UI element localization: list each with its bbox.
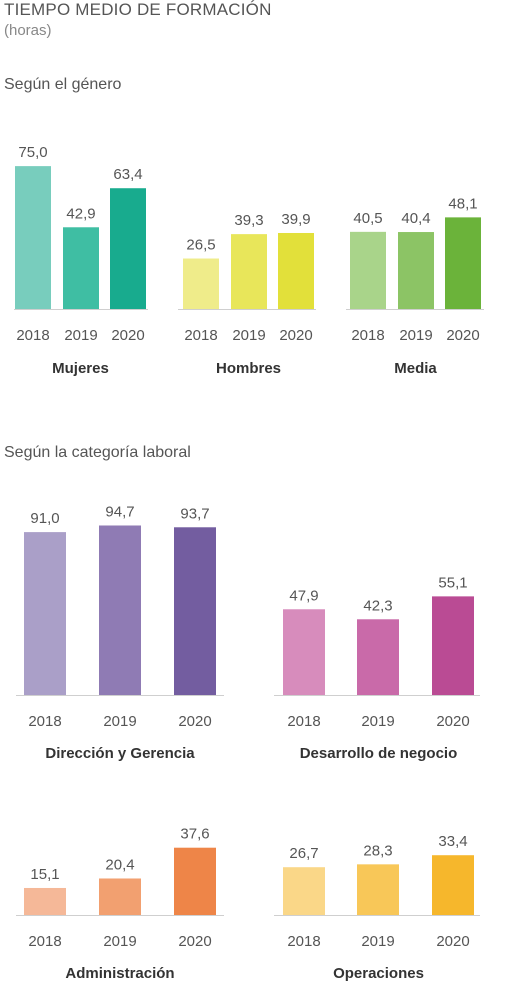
bar-operaciones-2020 (432, 855, 474, 915)
data-label-operaciones-2019: 28,3 (363, 842, 392, 859)
data-label-mujeres-2019: 42,9 (66, 205, 95, 222)
data-label-hombres-2018: 26,5 (186, 237, 215, 254)
group-label-hombres: Hombres (216, 360, 281, 377)
bar-mujeres-2019 (63, 227, 99, 309)
group-label-operaciones: Operaciones (333, 965, 424, 982)
data-label-desarrollo-de-negocio-2019: 42,3 (363, 597, 392, 614)
bar-mujeres-2018 (15, 166, 51, 309)
data-label-mujeres-2018: 75,0 (18, 144, 47, 161)
tick-label-operaciones-2019: 2019 (361, 933, 394, 950)
bar-media-2019 (398, 232, 434, 309)
chart-title: TIEMPO MEDIO DE FORMACIÓN (4, 0, 272, 19)
data-label-direccion-y-gerencia-2018: 91,0 (30, 510, 59, 527)
bar-direccion-y-gerencia-2020 (174, 527, 216, 695)
bar-mujeres-2020 (110, 188, 146, 309)
section-title-gender: Según el género (4, 76, 122, 93)
bar-media-2018 (350, 231, 386, 309)
bar-desarrollo-de-negocio-2019 (357, 619, 399, 695)
tick-label-hombres-2019: 2019 (232, 327, 265, 344)
tick-label-desarrollo-de-negocio-2018: 2018 (287, 713, 320, 730)
data-label-hombres-2020: 39,9 (281, 211, 310, 228)
bar-administracion-2020 (174, 847, 216, 915)
data-label-direccion-y-gerencia-2019: 94,7 (105, 503, 134, 520)
data-label-desarrollo-de-negocio-2018: 47,9 (289, 587, 318, 604)
data-label-media-2018: 40,5 (353, 210, 382, 227)
bar-desarrollo-de-negocio-2020 (432, 596, 474, 695)
bar-media-2020 (445, 217, 481, 309)
group-label-media: Media (394, 360, 437, 377)
bar-hombres-2020 (278, 232, 314, 309)
data-label-desarrollo-de-negocio-2020: 55,1 (438, 574, 467, 591)
tick-label-mujeres-2018: 2018 (16, 327, 49, 344)
tick-label-direccion-y-gerencia-2020: 2020 (178, 713, 211, 730)
bar-direccion-y-gerencia-2019 (99, 525, 141, 695)
bar-desarrollo-de-negocio-2018 (283, 609, 325, 695)
tick-label-desarrollo-de-negocio-2019: 2019 (361, 713, 394, 730)
data-label-administracion-2020: 37,6 (180, 826, 209, 843)
tick-label-operaciones-2018: 2018 (287, 933, 320, 950)
group-label-mujeres: Mujeres (52, 360, 109, 377)
tick-label-administracion-2018: 2018 (28, 933, 61, 950)
tick-label-administracion-2019: 2019 (103, 933, 136, 950)
tick-label-mujeres-2019: 2019 (64, 327, 97, 344)
data-label-media-2019: 40,4 (401, 210, 430, 227)
tick-label-hombres-2020: 2020 (279, 327, 312, 344)
data-label-media-2020: 48,1 (448, 195, 477, 212)
bar-direccion-y-gerencia-2018 (24, 532, 66, 695)
tick-label-media-2018: 2018 (351, 327, 384, 344)
data-label-administracion-2018: 15,1 (30, 866, 59, 883)
bar-operaciones-2018 (283, 867, 325, 915)
tick-label-direccion-y-gerencia-2019: 2019 (103, 713, 136, 730)
group-label-administracion: Administración (65, 965, 174, 982)
data-label-mujeres-2020: 63,4 (113, 166, 142, 183)
data-label-direccion-y-gerencia-2020: 93,7 (180, 505, 209, 522)
group-label-direccion-y-gerencia: Dirección y Gerencia (45, 745, 195, 762)
tick-label-desarrollo-de-negocio-2020: 2020 (436, 713, 469, 730)
tick-label-administracion-2020: 2020 (178, 933, 211, 950)
bar-administracion-2018 (24, 887, 66, 915)
tick-label-media-2020: 2020 (446, 327, 479, 344)
data-label-hombres-2019: 39,3 (234, 212, 263, 229)
bar-operaciones-2019 (357, 864, 399, 915)
tick-label-media-2019: 2019 (399, 327, 432, 344)
data-label-administracion-2019: 20,4 (105, 856, 134, 873)
chart-subtitle: (horas) (4, 22, 52, 39)
tick-label-mujeres-2020: 2020 (111, 327, 144, 344)
tick-label-direccion-y-gerencia-2018: 2018 (28, 713, 61, 730)
section-title-category: Según la categoría laboral (4, 444, 191, 461)
data-label-operaciones-2018: 26,7 (289, 845, 318, 862)
bar-hombres-2019 (231, 234, 267, 309)
bar-hombres-2018 (183, 258, 219, 309)
tick-label-hombres-2018: 2018 (184, 327, 217, 344)
bar-administracion-2019 (99, 878, 141, 915)
group-label-desarrollo-de-negocio: Desarrollo de negocio (300, 745, 458, 762)
data-label-operaciones-2020: 33,4 (438, 833, 467, 850)
tick-label-operaciones-2020: 2020 (436, 933, 469, 950)
